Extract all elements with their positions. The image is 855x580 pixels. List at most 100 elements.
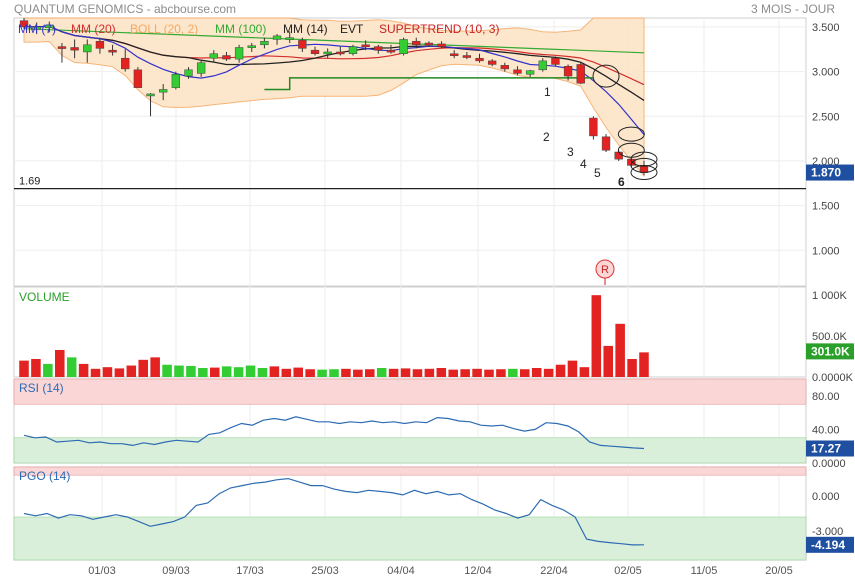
support-label: 1.69 (19, 176, 40, 188)
volume-bar (591, 295, 602, 377)
candle-body (45, 24, 54, 29)
candle-body (108, 49, 117, 53)
annotation-label: 2 (543, 130, 550, 144)
pgo-title: PGO (14) (19, 469, 70, 483)
candle-body (70, 47, 79, 51)
candle-body (513, 69, 522, 74)
volume-bar (186, 365, 196, 377)
x-tick-label: 12/04 (464, 565, 492, 577)
candle-body (159, 89, 168, 93)
candle-body (95, 40, 105, 49)
volume-bar (78, 363, 89, 377)
rsi-tick-label: 40.00 (812, 424, 840, 436)
x-tick-label: 25/03 (311, 565, 339, 577)
price-tick-label: 3.000 (812, 67, 840, 79)
candle-body (412, 40, 421, 46)
candle-body (209, 53, 218, 59)
volume-bar (496, 369, 506, 377)
volume-last-value: 301.0K (811, 344, 850, 358)
candle-body (589, 117, 598, 137)
volume-tick-label: 1 000K (812, 290, 848, 302)
rsi-tick-label: 80.00 (812, 391, 840, 403)
price-tick-label: 1.000 (812, 245, 840, 257)
volume-bar (174, 365, 184, 377)
mm100-line (23, 28, 645, 54)
volume-bar (317, 369, 327, 377)
volume-bar (102, 367, 113, 377)
volume-bar (412, 369, 423, 377)
volume-bar (19, 360, 29, 377)
candle-body (184, 69, 193, 77)
candle-body (576, 64, 585, 84)
volume-bar (460, 369, 470, 377)
chart-title: QUANTUM GENOMICS - abcbourse.com (14, 2, 237, 16)
volume-last-value-box (806, 343, 854, 360)
candle-body (247, 45, 256, 48)
volume-bar (233, 367, 244, 377)
x-tick-label: 11/05 (691, 565, 718, 577)
volume-bar (114, 368, 125, 377)
volume-bar (90, 368, 101, 377)
candle-body (487, 60, 497, 65)
annotation-circle (630, 165, 658, 181)
x-tick-label: 22/04 (540, 565, 568, 577)
volume-bar (436, 368, 447, 377)
volume-bar (376, 368, 387, 377)
annotation-label: 6 (618, 175, 625, 189)
candle-body (386, 49, 396, 53)
mm14-line (24, 25, 645, 101)
candle-body (323, 51, 332, 55)
volume-bar (639, 352, 649, 377)
rsi-overbought-zone (13, 378, 807, 405)
pgo-overbought-zone (13, 466, 807, 476)
volume-bar (555, 364, 566, 377)
candle-body (121, 57, 130, 70)
volume-bar (353, 369, 363, 377)
volume-bar (508, 368, 518, 377)
candle-body (234, 47, 244, 60)
volume-bar (66, 357, 77, 377)
evt-line (264, 77, 594, 91)
legend-entry: EVT (340, 22, 364, 36)
candle-body (171, 74, 181, 88)
volume-tick-label: 500.0K (812, 331, 848, 343)
candle-body (83, 44, 92, 53)
volume-bar (126, 365, 137, 377)
candle-body (310, 49, 320, 54)
rsi-oversold-zone (13, 437, 807, 464)
price-tick-label: 3.500 (812, 22, 840, 34)
volume-bar (245, 365, 256, 377)
volume-tick-label: 0.0000K (812, 372, 854, 384)
volume-bar (257, 368, 268, 377)
volume-bar (579, 367, 590, 377)
annotation-circle (630, 157, 658, 173)
rsi-last-value-box (806, 440, 854, 457)
volume-bar (210, 367, 220, 377)
volume-bar (150, 357, 160, 377)
rsi-tick-label: 0.0000 (812, 458, 846, 470)
candle-body (260, 40, 269, 46)
volume-bar (603, 345, 613, 377)
candle-body (146, 93, 155, 97)
volume-bar (365, 369, 375, 377)
volume-bar (543, 368, 554, 377)
candle-body (551, 57, 560, 65)
candle-body (538, 60, 547, 71)
x-tick-label: 17/03 (236, 565, 264, 577)
candle-body (361, 44, 370, 48)
legend-entry: MM (100) (215, 22, 266, 36)
legend-entry: MM (7) (18, 22, 56, 36)
volume-bar (627, 359, 637, 377)
annotation-circle (592, 64, 620, 88)
volume-title: VOLUME (19, 290, 70, 304)
candle-body (500, 65, 509, 70)
volume-bar (615, 323, 625, 377)
candle-body (563, 65, 573, 77)
candle-body (462, 55, 472, 58)
period-label: 3 MOIS - JOUR (750, 2, 835, 16)
volume-bar (293, 367, 303, 377)
x-tick-label: 02/05 (614, 565, 642, 577)
annotation-circle (630, 151, 658, 167)
volume-bar (424, 368, 435, 377)
legend-entry: MM (20) (71, 22, 116, 36)
